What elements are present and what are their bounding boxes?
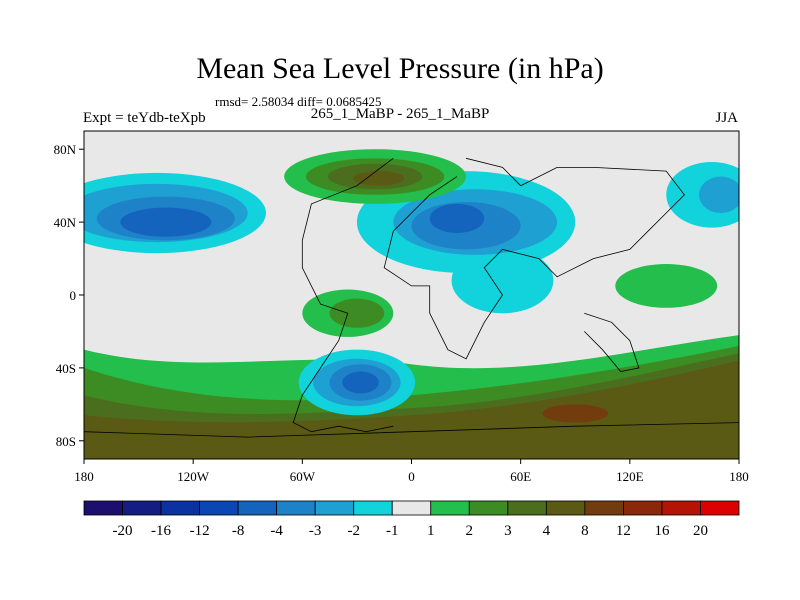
x-tick-label-6: 180: [729, 469, 749, 484]
y-tick-label-2: 0: [70, 288, 77, 303]
colorbar-box-8: [391, 500, 432, 516]
y-tick-label-0: 80N: [54, 142, 77, 157]
y-tick-label-3: 40S: [56, 361, 76, 376]
colorbar-label-13: 12: [616, 523, 631, 539]
colorbar-box-2: [160, 500, 200, 516]
colorbar-label-9: 2: [466, 523, 474, 539]
x-tick-label-1: 120W: [177, 469, 210, 484]
region-13: [429, 203, 485, 234]
colorbar-box-9: [430, 500, 470, 516]
region-17: [615, 264, 718, 308]
colorbar-box-14: [623, 500, 663, 516]
colorbar-box-10: [468, 500, 509, 516]
region-12: [120, 207, 212, 237]
colorbar-label-6: -2: [347, 523, 360, 539]
axes: 180 120W 60W 0 60E 120E 180 80N 40N 0 40S 80S: [54, 142, 749, 484]
colorbar-box-0: [83, 500, 123, 516]
colorbar-box-11: [507, 500, 547, 516]
colorbar-label-10: 3: [504, 523, 512, 539]
region-7: [698, 176, 739, 213]
colorbar-box-7: [353, 500, 393, 516]
coastline-3: [84, 422, 739, 438]
contour-field: [84, 131, 739, 459]
experiment-label: Expt = teYdb-teXpb: [83, 110, 206, 126]
stats-line: rmsd= 2.58034 diff= 0.0685425: [215, 94, 382, 109]
colorbar-box-3: [199, 500, 239, 516]
southern-band-level-4: [84, 360, 739, 459]
colorbar-label-7: -1: [386, 523, 399, 539]
x-tick-label-3: 0: [408, 469, 415, 484]
colorbar-label-15: 20: [693, 523, 708, 539]
colorbar-box-15: [661, 500, 701, 516]
region-19: [329, 298, 385, 328]
x-tick-label-2: 60W: [290, 469, 316, 484]
colorbar-label-5: -3: [309, 523, 322, 539]
x-tick-label-0: 180: [74, 469, 94, 484]
colorbar-box-16: [700, 500, 740, 516]
colorbar-box-1: [122, 500, 162, 516]
y-tick-label-4: 80S: [56, 434, 76, 449]
colorbar-label-0: -20: [113, 523, 133, 539]
period-label: 265_1_MaBP - 265_1_MaBP: [310, 106, 490, 122]
x-tick-label-4: 60E: [510, 469, 531, 484]
coastline-1: [383, 157, 685, 360]
colorbar-label-14: 16: [654, 523, 670, 539]
colorbar: -20 -16 -12 -8 -4 -3 -2 -1 1 2 3 4 8 12 16 20: [83, 500, 740, 539]
colorbar-label-8: 1: [427, 523, 435, 539]
y-tick-label-1: 40N: [54, 215, 77, 230]
season-label: JJA: [715, 110, 738, 126]
colorbar-label-11: 4: [543, 523, 551, 539]
colorbar-box-4: [237, 500, 278, 516]
colorbar-label-2: -12: [190, 523, 210, 539]
colorbar-box-12: [545, 500, 586, 516]
colorbar-box-13: [584, 500, 624, 516]
colorbar-box-6: [314, 500, 355, 516]
coastlines: [84, 157, 739, 438]
chart-title: Mean Sea Level Pressure (in hPa): [196, 52, 604, 85]
coastline-2: [584, 312, 640, 372]
colorbar-label-12: 8: [581, 523, 589, 539]
region-21: [353, 171, 405, 186]
colorbar-label-1: -16: [151, 523, 171, 539]
region-22: [542, 404, 608, 423]
colorbar-label-3: -8: [232, 523, 245, 539]
coastline-0: [292, 157, 394, 433]
colorbar-box-5: [276, 500, 316, 516]
x-tick-label-5: 120E: [616, 469, 644, 484]
region-3: [451, 247, 554, 314]
colorbar-label-4: -4: [270, 523, 283, 539]
region-14: [342, 371, 379, 394]
